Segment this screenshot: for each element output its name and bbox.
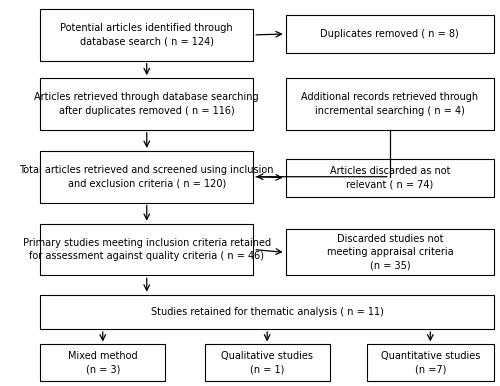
FancyBboxPatch shape — [40, 223, 253, 275]
FancyBboxPatch shape — [286, 15, 494, 53]
FancyBboxPatch shape — [40, 151, 253, 203]
Text: Duplicates removed ( n = 8): Duplicates removed ( n = 8) — [320, 29, 459, 39]
FancyBboxPatch shape — [40, 344, 166, 381]
Text: Discarded studies not
meeting appraisal criteria
(n = 35): Discarded studies not meeting appraisal … — [326, 234, 453, 271]
Text: Primary studies meeting inclusion criteria retained
for assessment against quali: Primary studies meeting inclusion criter… — [22, 238, 271, 261]
Text: Articles discarded as not
relevant ( n = 74): Articles discarded as not relevant ( n =… — [330, 166, 450, 189]
FancyBboxPatch shape — [204, 344, 330, 381]
FancyBboxPatch shape — [40, 78, 253, 130]
Text: Studies retained for thematic analysis ( n = 11): Studies retained for thematic analysis (… — [150, 307, 384, 317]
Text: Potential articles identified through
database search ( n = 124): Potential articles identified through da… — [60, 23, 233, 47]
Text: Qualitative studies
(n = 1): Qualitative studies (n = 1) — [221, 351, 313, 374]
FancyBboxPatch shape — [286, 78, 494, 130]
Text: Quantitative studies
(n =7): Quantitative studies (n =7) — [380, 351, 480, 374]
FancyBboxPatch shape — [286, 229, 494, 275]
Text: Mixed method
(n = 3): Mixed method (n = 3) — [68, 351, 138, 374]
Text: Articles retrieved through database searching
after duplicates removed ( n = 116: Articles retrieved through database sear… — [34, 92, 259, 115]
Text: Additional records retrieved through
incremental searching ( n = 4): Additional records retrieved through inc… — [302, 92, 478, 115]
FancyBboxPatch shape — [366, 344, 494, 381]
FancyBboxPatch shape — [40, 295, 494, 329]
FancyBboxPatch shape — [40, 9, 253, 61]
Text: Total articles retrieved and screened using inclusion
and exclusion criteria ( n: Total articles retrieved and screened us… — [20, 165, 274, 188]
FancyBboxPatch shape — [286, 159, 494, 197]
